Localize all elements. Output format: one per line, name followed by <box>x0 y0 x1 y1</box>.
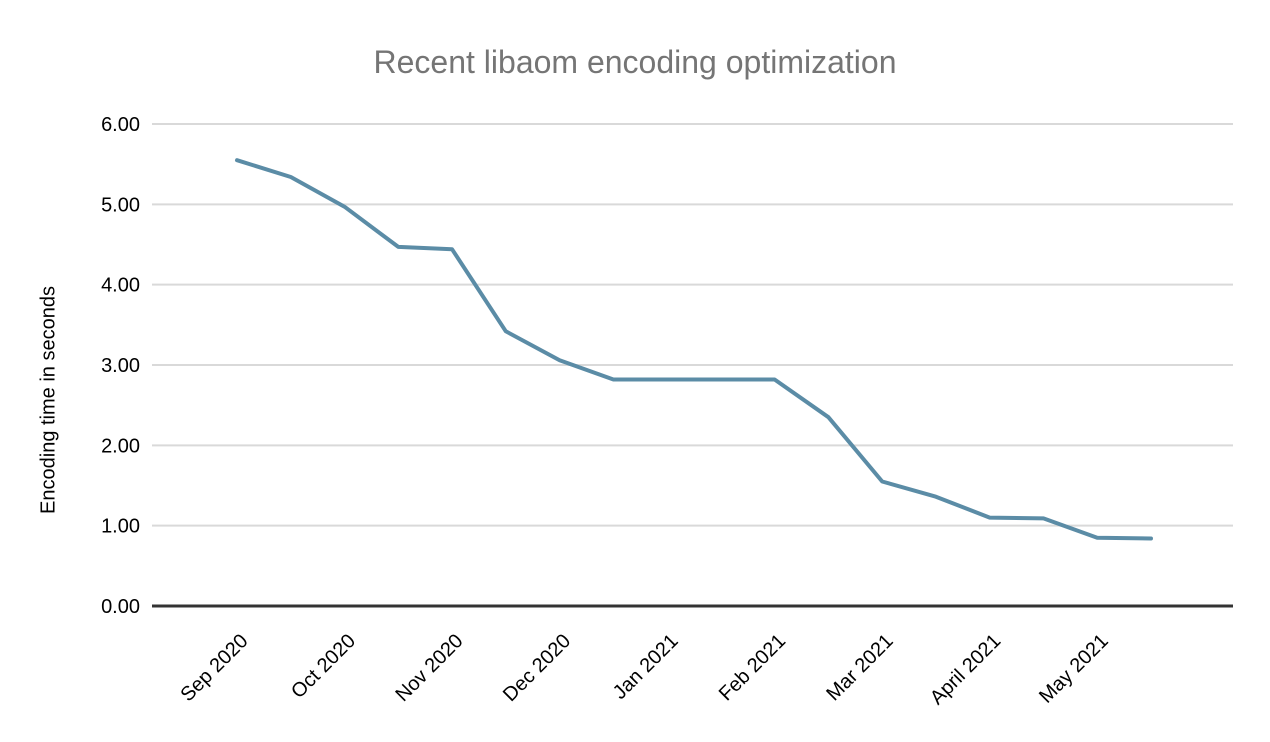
x-tick-label: May 2021 <box>1035 630 1113 708</box>
y-tick-label: 6.00 <box>101 114 140 136</box>
chart-title: Recent libaom encoding optimization <box>373 44 897 80</box>
y-tick-label: 0.00 <box>101 596 140 618</box>
y-tick-label: 3.00 <box>101 355 140 377</box>
x-tick-label: Sep 2020 <box>176 630 252 706</box>
y-tick-label: 2.00 <box>101 435 140 457</box>
series-line <box>235 158 1153 541</box>
x-tick-label: Dec 2020 <box>499 630 575 706</box>
y-tick-label: 1.00 <box>101 516 140 538</box>
y-tick-label: 4.00 <box>101 275 140 297</box>
x-tick-label: Feb 2021 <box>715 630 790 705</box>
x-tick-label: Oct 2020 <box>287 630 360 703</box>
x-tick-label: Jan 2021 <box>609 630 683 704</box>
x-tick-label: Mar 2021 <box>822 630 897 705</box>
y-tick-label: 5.00 <box>101 194 140 216</box>
x-tick-label: April 2021 <box>926 630 1005 709</box>
x-tick-label: Nov 2020 <box>391 630 467 706</box>
